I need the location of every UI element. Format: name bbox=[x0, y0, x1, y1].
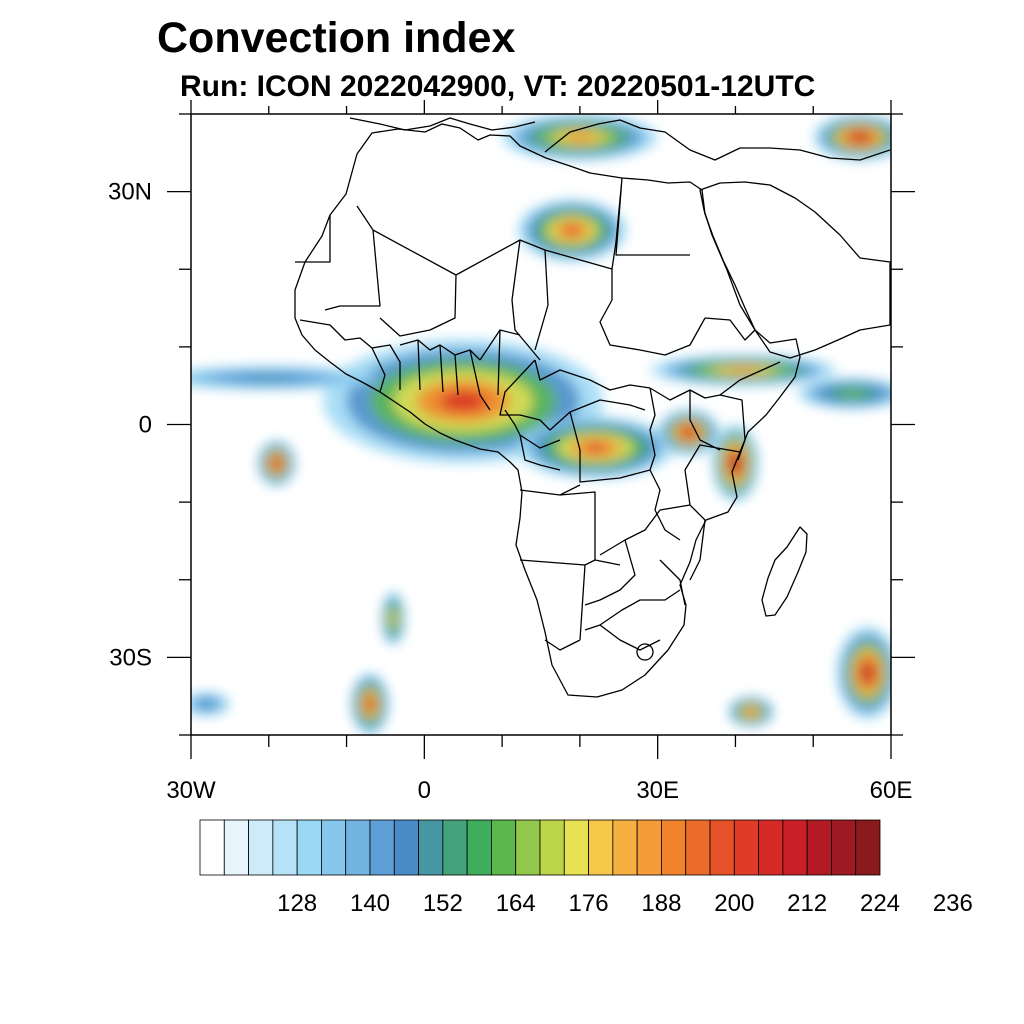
field-region-15-level-5 bbox=[202, 702, 211, 706]
field-region-10-level-5 bbox=[250, 375, 287, 380]
arabia-coastline bbox=[699, 181, 891, 359]
colorbar-swatch bbox=[321, 819, 347, 876]
colorbar-swatch bbox=[661, 819, 687, 876]
colorbar-tick-label: 224 bbox=[860, 890, 900, 917]
colorbar-swatch bbox=[733, 819, 759, 876]
convection-field bbox=[191, 114, 891, 735]
x-tick-label: 0 bbox=[418, 777, 431, 804]
colorbar-swatch bbox=[491, 819, 517, 876]
field-region-9-level-5 bbox=[273, 459, 280, 468]
field-region-7-level-5 bbox=[727, 367, 759, 373]
europe-coastline bbox=[349, 117, 891, 161]
borders-north bbox=[295, 177, 706, 361]
field-region-13-level-5 bbox=[862, 665, 873, 681]
colorbar-tick-label: 176 bbox=[569, 890, 609, 917]
colorbar-swatch bbox=[466, 819, 492, 876]
colorbar-swatch bbox=[296, 819, 322, 876]
colorbar-swatch bbox=[199, 819, 225, 876]
colorbar-tick-label: 140 bbox=[350, 890, 390, 917]
field-region-6-level-5 bbox=[852, 133, 868, 142]
colorbar-swatch bbox=[831, 819, 857, 876]
axis-ticks bbox=[167, 100, 915, 759]
colorbar-swatch bbox=[709, 819, 735, 876]
field-region-0-level-5 bbox=[439, 390, 487, 412]
colorbar-tick-label: 212 bbox=[787, 890, 827, 917]
colorbar-swatch bbox=[563, 819, 589, 876]
field-region-1-level-5 bbox=[582, 442, 609, 453]
field-region-4-level-5 bbox=[563, 225, 582, 236]
africa-coastline bbox=[294, 123, 801, 698]
colorbar-swatch bbox=[223, 819, 249, 876]
colorbar-swatch bbox=[588, 819, 614, 876]
colorbar-tick-label: 164 bbox=[496, 890, 536, 917]
colorbar-tick-label: 128 bbox=[277, 890, 317, 917]
field-region-11-level-5 bbox=[366, 698, 374, 710]
country-borders bbox=[294, 117, 891, 698]
field-region-8-level-5 bbox=[843, 390, 862, 397]
colorbar-swatch bbox=[369, 819, 395, 876]
y-tick-label: 30S bbox=[109, 644, 152, 671]
colorbar-swatch bbox=[418, 819, 444, 876]
field-region-14-level-5 bbox=[747, 709, 755, 715]
colorbar-swatch bbox=[515, 819, 541, 876]
colorbar-swatch bbox=[612, 819, 638, 876]
colorbar: 128 140 152 164 176 188 200 212 224 236 bbox=[199, 819, 973, 917]
colorbar-swatch bbox=[345, 819, 371, 876]
colorbar-swatch bbox=[685, 819, 711, 876]
borders-west bbox=[299, 319, 521, 411]
x-tick-label: 60E bbox=[870, 777, 913, 804]
colorbar-swatch bbox=[393, 819, 419, 876]
colorbar-swatch bbox=[806, 819, 832, 876]
chart-title: Convection index bbox=[157, 14, 516, 62]
colorbar-tick-label: 236 bbox=[933, 890, 973, 917]
colorbar-swatch bbox=[272, 819, 298, 876]
colorbar-swatch bbox=[248, 819, 274, 876]
y-tick-label: 0 bbox=[139, 412, 152, 439]
colorbar-swatch bbox=[758, 819, 784, 876]
colorbar-swatch bbox=[442, 819, 468, 876]
colorbar-swatch bbox=[782, 819, 808, 876]
madagascar-coastline bbox=[761, 526, 808, 617]
chart-subtitle: Run: ICON 2022042900, VT: 20220501-12UTC bbox=[180, 70, 816, 103]
x-tick-label: 30W bbox=[166, 777, 216, 804]
colorbar-tick-label: 200 bbox=[714, 890, 754, 917]
colorbar-swatch bbox=[855, 819, 881, 876]
field-region-2-level-5 bbox=[683, 428, 694, 437]
y-tick-label: 30N bbox=[108, 179, 152, 206]
colorbar-swatch bbox=[636, 819, 662, 876]
colorbar-tick-label: 152 bbox=[423, 890, 463, 917]
borders-east bbox=[584, 317, 781, 661]
field-region-12-level-5 bbox=[391, 614, 396, 624]
field-region-5-level-5 bbox=[566, 133, 593, 142]
x-tick-label: 30E bbox=[636, 777, 679, 804]
axis-tick-labels: 30W 0 30E 60E 30N 0 30S bbox=[108, 179, 912, 804]
colorbar-swatch bbox=[539, 819, 565, 876]
colorbar-tick-label: 188 bbox=[641, 890, 681, 917]
borders-central bbox=[499, 359, 681, 651]
